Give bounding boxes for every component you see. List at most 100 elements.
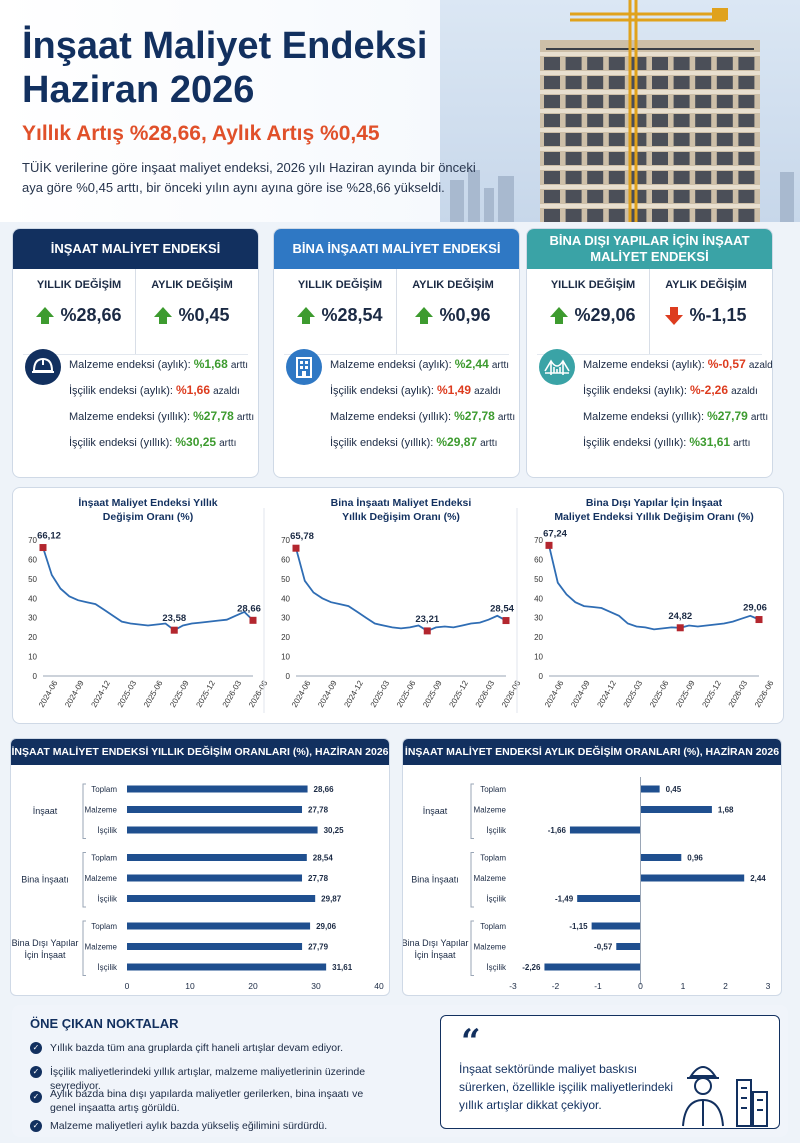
detail-row: İşçilik endeksi (aylık): %1,66 azaldı: [69, 383, 240, 397]
bar-category-label: İşçilik: [486, 895, 507, 904]
line-chart-title: Bina İnşaatı Maliyet Endeksi Yıllık Değiş…: [331, 496, 472, 523]
y-tick-label: 60: [534, 555, 543, 564]
bar: [127, 806, 303, 813]
detail-value: %30,25: [175, 435, 217, 449]
data-point-marker: [423, 627, 431, 635]
x-tick-label: 0: [638, 981, 643, 991]
bar: [127, 785, 308, 793]
y-tick-label: 50: [534, 575, 543, 584]
monthly-bar-chart-title: İNŞAAT MALİYET ENDEKSİ AYLIK DEĞİŞİM ORA…: [403, 739, 781, 765]
data-label: 24,82: [668, 611, 692, 622]
detail-suffix: azaldı: [474, 386, 501, 397]
monthly-bar-chart-svg: Toplam 0,45 Malzeme 1,68 İşçilik -1,66 İnşaat T…: [403, 777, 771, 991]
highlight-item: Malzeme maliyetleri aylık bazda yükseliş…: [50, 1120, 328, 1132]
quote-text: İnşaat sektöründe maliyet baskısı sürerk…: [459, 1062, 674, 1112]
bar-group-label: Bina Dışı Yapılar İçin İnşaat: [12, 938, 79, 960]
x-tick-label: 2024-09: [569, 679, 592, 709]
bar: [127, 874, 303, 882]
detail-row: Malzeme endeksi (aylık): %-0,57 azaldı: [583, 357, 773, 371]
check-icon: ✓: [30, 1042, 42, 1054]
arrow-up-icon: [154, 306, 173, 324]
building-icon: [286, 349, 322, 385]
highlights-title: ÖNE ÇIKAN NOKTALAR: [30, 1016, 179, 1031]
bar: [544, 963, 641, 971]
bar-category-label: Malzeme: [474, 874, 507, 883]
helmet-icon: [25, 349, 61, 385]
detail-label: İşçilik endeksi (yıllık):: [330, 437, 434, 449]
highlight-item: Aylık bazda bina dışı yapılarda maliyetl…: [50, 1088, 364, 1114]
bar: [640, 854, 682, 861]
x-tick-label: 2024-12: [595, 679, 618, 709]
x-tick-label: 2025-03: [369, 679, 392, 709]
bar-value-label: 27,78: [308, 874, 329, 883]
bar-category-label: İşçilik: [486, 963, 507, 972]
check-icon: ✓: [30, 1066, 42, 1078]
x-tick-label: -3: [509, 981, 517, 991]
bar: [640, 874, 745, 882]
x-tick-label: 20: [248, 981, 258, 991]
arrow-down-icon: [665, 306, 684, 325]
bar: [127, 963, 327, 971]
y-tick-label: 50: [28, 575, 37, 584]
detail-row: İşçilik endeksi (yıllık): %29,87 arttı: [330, 435, 497, 449]
bar: [591, 922, 641, 930]
bar-group-label: Bina İnşaatı: [21, 874, 69, 884]
bar-value-label: -1,49: [555, 895, 574, 904]
bar-category-label: Toplam: [91, 854, 117, 863]
construction-scene-illustration: [440, 0, 800, 222]
x-tick-label: 2025-03: [622, 679, 645, 709]
y-tick-label: 0: [33, 672, 38, 681]
annual-bar-chart-title: İNŞAAT MALİYET ENDEKSİ YILLIK DEĞİŞİM OR…: [11, 739, 389, 765]
bar-category-label: İşçilik: [97, 826, 118, 835]
line-chart-title: Bina Dışı Yapılar İçin İnşaat Maliyet End…: [554, 496, 753, 523]
detail-label: Malzeme endeksi (aylık):: [330, 359, 452, 371]
bar-category-label: Toplam: [480, 854, 506, 863]
y-tick-label: 10: [281, 653, 290, 662]
x-tick-label: 2025-12: [447, 679, 470, 709]
x-tick-label: 2024-06: [37, 679, 60, 709]
group-bracket: [82, 920, 86, 976]
x-tick-label: 2025-12: [194, 679, 217, 709]
data-point-marker: [292, 544, 300, 552]
detail-row: Malzeme endeksi (aylık): %1,68 arttı: [69, 357, 248, 371]
detail-suffix: azaldı: [213, 386, 240, 397]
bar-category-label: Toplam: [480, 785, 506, 794]
y-tick-label: 0: [286, 672, 291, 681]
bar-category-label: Toplam: [91, 922, 117, 931]
bar: [127, 922, 311, 930]
x-tick-label: 2024-12: [342, 679, 365, 709]
detail-value: %27,79: [707, 409, 748, 423]
line-chart: Bina İnşaatı Maliyet Endeksi Yıllık Değiş…: [263, 496, 523, 713]
x-tick-label: -1: [594, 981, 602, 991]
bar-value-label: -0,57: [594, 943, 613, 952]
bar-category-label: Malzeme: [474, 806, 507, 815]
data-point-marker: [249, 616, 257, 624]
detail-suffix: arttı: [480, 438, 498, 449]
detail-label: İşçilik endeksi (aylık):: [330, 385, 434, 397]
bar: [127, 943, 303, 950]
data-point-marker: [755, 616, 763, 624]
bar-category-label: Malzeme: [85, 806, 118, 815]
monthly-change-value: %-1,15: [689, 305, 747, 325]
x-tick-label: 2025-09: [674, 679, 697, 709]
x-tick-label: 30: [311, 981, 321, 991]
y-tick-label: 50: [281, 575, 290, 584]
monthly-change-value: %0,45: [178, 305, 230, 325]
group-bracket: [82, 852, 86, 908]
x-tick-label: 2026-03: [727, 679, 750, 709]
line-chart: Bina Dışı Yapılar İçin İnşaat Maliyet End…: [516, 496, 776, 713]
bar-value-label: 2,44: [750, 874, 766, 883]
x-tick-label: 2026-06: [247, 679, 270, 709]
bar-group-label: İnşaat: [423, 806, 448, 816]
arrow-up-icon: [550, 306, 569, 324]
check-icon: ✓: [30, 1120, 42, 1132]
detail-row: İşçilik endeksi (aylık): %-2,26 azaldı: [583, 383, 758, 397]
line-chart-title: İnşaat Maliyet Endeksi Yıllık Değişim Ora…: [78, 496, 217, 523]
highlight-item: İşçilik maliyetlerindeki yıllık artışlar…: [50, 1066, 366, 1092]
x-tick-label: 2025-06: [395, 679, 418, 709]
detail-suffix: azaldı: [748, 360, 773, 371]
x-tick-label: 2024-06: [543, 679, 566, 709]
y-tick-label: 20: [534, 633, 543, 642]
bar-category-label: Malzeme: [85, 874, 118, 883]
x-tick-label: 2024-06: [290, 679, 313, 709]
